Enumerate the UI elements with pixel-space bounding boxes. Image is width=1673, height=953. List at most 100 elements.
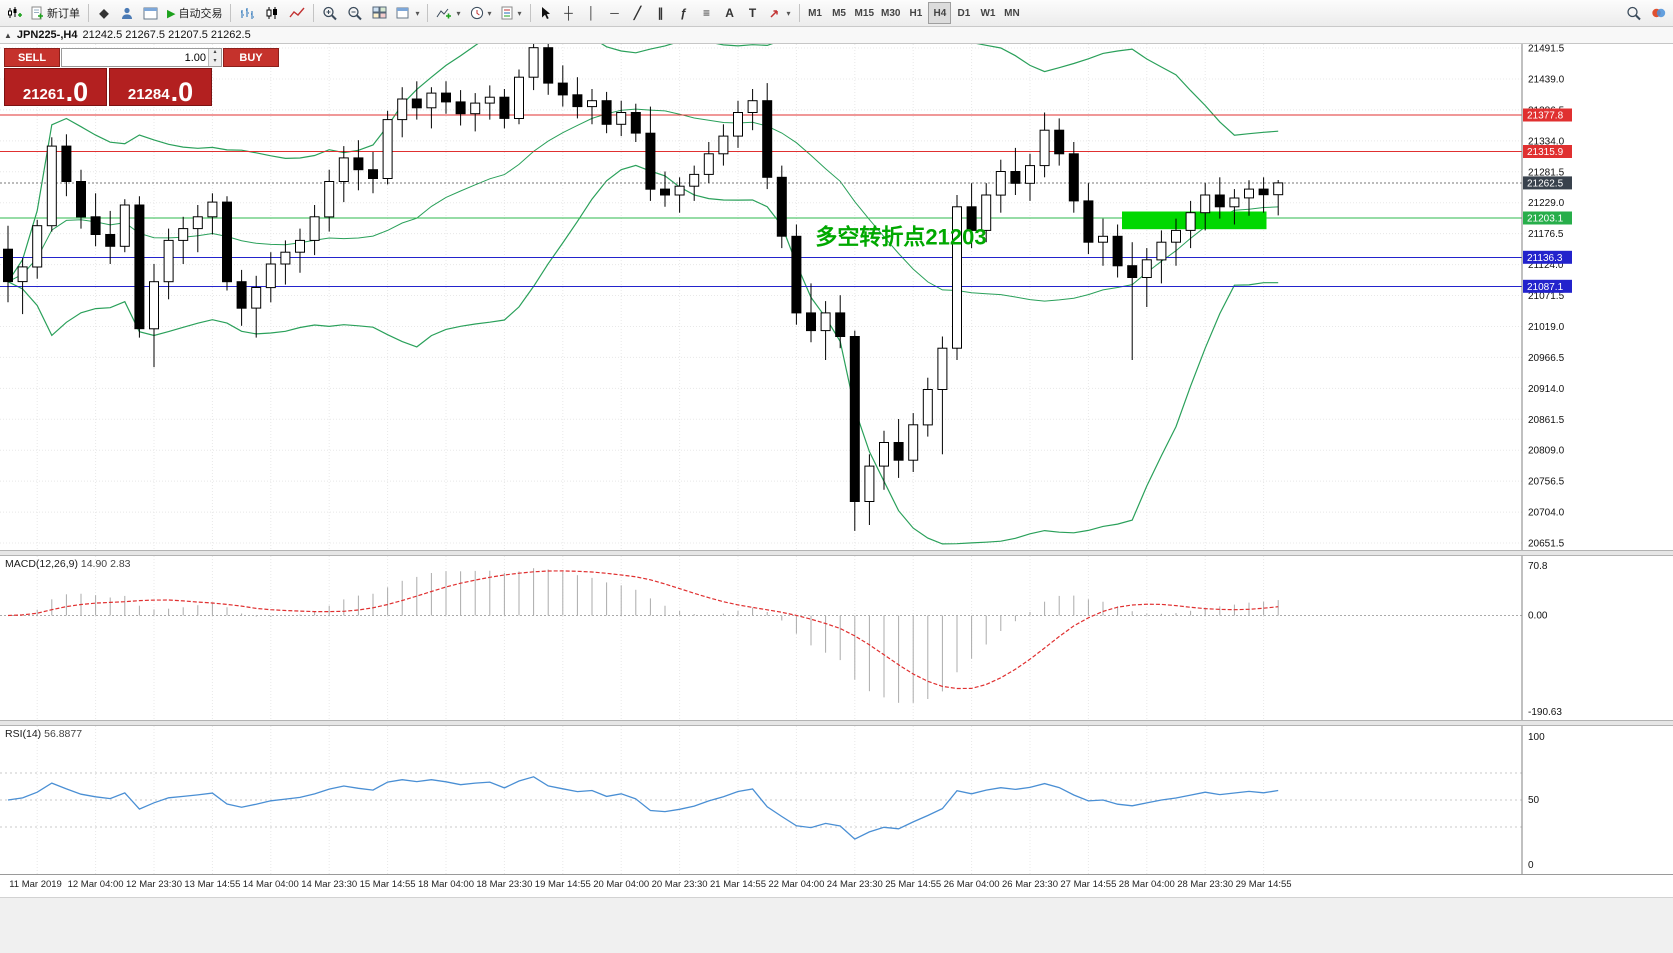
macd-signal-line [7, 570, 1279, 690]
indicators-icon [437, 8, 452, 19]
indicators-button[interactable]: ▾ [432, 2, 464, 24]
candles [3, 44, 1284, 531]
rsi-axis-label: 100 [1528, 732, 1545, 743]
toolbar-separator [529, 4, 531, 22]
price-axis-label: 21176.5 [1528, 229, 1564, 240]
price-badge [1523, 279, 1572, 293]
volume-spin-down-icon[interactable]: ▾ [209, 57, 221, 66]
panel-separator[interactable] [0, 550, 1673, 556]
cursor-tool-button[interactable] [535, 2, 557, 24]
window-bottom-area [0, 897, 1673, 953]
channel-icon: ∥ [657, 6, 664, 20]
main-chart-canvas[interactable]: 多空转折点2120321491.521439.021386.521334.021… [0, 44, 1673, 550]
toolbar-separator [427, 4, 429, 22]
community-button[interactable] [1647, 2, 1670, 24]
price-badge-label: 21136.3 [1527, 253, 1563, 264]
sell-price-display[interactable]: 21261 .0 [4, 68, 107, 106]
templates-button[interactable]: ▾ [497, 2, 526, 24]
mql5-icon: ◆ [99, 6, 109, 20]
autotrading-button[interactable]: ▶ 自动交易 [163, 2, 226, 24]
crosshair-tool-button[interactable]: ┼ [558, 2, 580, 24]
text-tool-button[interactable]: A [719, 2, 741, 24]
macd-canvas[interactable]: 70.8 0.00 -190.63 [0, 556, 1673, 720]
zoom-in-icon [323, 6, 338, 20]
new-order-icon [31, 6, 43, 20]
time-axis-label: 27 Mar 14:55 [1060, 879, 1117, 890]
oneclick-collapse-icon[interactable]: ▲ [4, 30, 12, 40]
chart-title-strip: ▲ JPN225-,H4 21242.5 21267.5 21207.5 212… [0, 27, 1673, 44]
vertical-line-tool-button[interactable]: │ [581, 2, 603, 24]
chart-symbol-title: JPN225-,H4 [16, 29, 78, 41]
trendline-tool-button[interactable]: ╱ [627, 2, 649, 24]
time-axis-label: 24 Mar 23:30 [826, 879, 883, 890]
arrows-tool-button[interactable]: ▾ [765, 2, 795, 24]
profile-icon [122, 7, 132, 19]
levels-icon: ≡ [703, 6, 711, 20]
time-axis-label: 25 Mar 14:55 [885, 879, 942, 890]
mql5-community-button[interactable]: ◆ [93, 2, 115, 24]
price-axis-label: 21124.0 [1528, 260, 1564, 271]
timeframe-button-h4[interactable]: H4 [928, 2, 952, 24]
price-axis-label: 21439.0 [1528, 74, 1565, 85]
bollinger-bands [7, 44, 1279, 545]
time-axis-label: 22 Mar 04:00 [768, 879, 825, 890]
price-badge [1523, 108, 1572, 122]
volume-spinner: ▴ ▾ [208, 49, 221, 66]
time-axis-label: 20 Mar 23:30 [651, 879, 708, 890]
annotation-text[interactable]: 多空转折点21203 [815, 225, 986, 250]
time-axis[interactable]: 11 Mar 2019 12 Mar 04:00 12 Mar 23:30 13 Ma… [0, 874, 1673, 897]
bar-chart-button[interactable] [235, 2, 259, 24]
volume-input[interactable] [62, 49, 208, 66]
timeframe-button-mn[interactable]: MN [1000, 2, 1023, 24]
time-axis-label: 29 Mar 14:55 [1235, 879, 1292, 890]
toolbar-separator [798, 4, 800, 22]
rsi-canvas[interactable]: 100 50 0 [0, 726, 1673, 874]
timeframe-button-m5[interactable]: M5 [828, 2, 851, 24]
arrow-shape-icon [770, 9, 778, 18]
horizontal-line-tool-button[interactable]: ─ [604, 2, 626, 24]
channel-tool-button[interactable]: ∥ [650, 2, 672, 24]
new-window-button[interactable]: ▾ [392, 2, 423, 24]
price-axis-label: 20756.5 [1528, 477, 1565, 488]
volume-spin-up-icon[interactable]: ▴ [209, 49, 221, 58]
levels-tool-button[interactable]: ≡ [696, 2, 718, 24]
fibonacci-tool-button[interactable]: ƒ [673, 2, 695, 24]
line-chart-button[interactable] [285, 2, 309, 24]
macd-axis-label: 0.00 [1528, 611, 1548, 622]
profile-button[interactable] [116, 2, 138, 24]
sell-price-main: 21261 [22, 85, 65, 103]
buy-price-decimal: .0 [170, 76, 194, 107]
zoom-out-icon [348, 6, 363, 20]
timeframe-button-m30[interactable]: M30 [878, 2, 903, 24]
time-axis-label: 19 Mar 14:55 [534, 879, 591, 890]
volume-box: ▴ ▾ [61, 48, 222, 67]
zoom-out-button[interactable] [343, 2, 367, 24]
timeframe-button-w1[interactable]: W1 [976, 2, 999, 24]
timeframe-button-h1[interactable]: H1 [904, 2, 927, 24]
panel-separator[interactable] [0, 720, 1673, 726]
buy-price-display[interactable]: 21284 .0 [109, 68, 212, 106]
zoom-in-button[interactable] [318, 2, 342, 24]
buy-button[interactable]: BUY [223, 48, 279, 67]
time-axis-label: 28 Mar 23:30 [1177, 879, 1234, 890]
timeframe-toolbar: M1 M5 M15 M30 H1 H4 D1 W1 MN [804, 2, 1024, 24]
price-axis-label: 21491.5 [1528, 44, 1565, 55]
new-order-button[interactable]: 新订单 [27, 2, 84, 24]
sell-button[interactable]: SELL [4, 48, 60, 67]
new-chart-button[interactable] [3, 2, 26, 24]
price-axis-label: 20651.5 [1528, 539, 1565, 550]
terminal-button[interactable] [139, 2, 162, 24]
search-button[interactable] [1622, 2, 1646, 24]
timeframe-button-m15[interactable]: M15 [852, 2, 877, 24]
timeframe-button-d1[interactable]: D1 [952, 2, 975, 24]
candlestick-chart-button[interactable] [260, 2, 284, 24]
macd-axis-label: 70.8 [1528, 561, 1548, 572]
tile-windows-button[interactable] [368, 2, 391, 24]
timeframe-button-m1[interactable]: M1 [804, 2, 827, 24]
price-axis-label: 20704.0 [1528, 508, 1565, 519]
rsi-label: RSI(14) 56.8877 [5, 728, 83, 740]
price-badge-label: 21377.8 [1527, 111, 1564, 122]
text-label-tool-button[interactable]: T [742, 2, 764, 24]
periods-button[interactable]: ▾ [466, 2, 496, 24]
horizontal-line-icon: ─ [610, 6, 619, 20]
